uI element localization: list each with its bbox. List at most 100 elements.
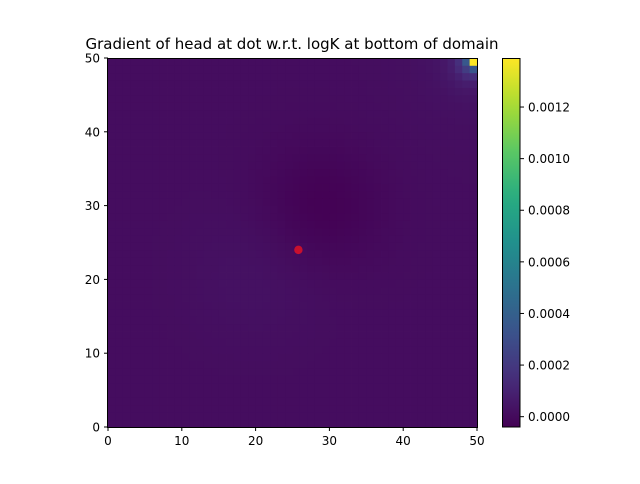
heatmap-cell xyxy=(277,308,286,317)
heatmap-cell xyxy=(314,345,323,354)
heatmap-cell xyxy=(373,80,382,88)
heatmap-cell xyxy=(395,316,404,325)
heatmap-cell xyxy=(122,360,131,369)
heatmap-cell xyxy=(196,345,205,354)
heatmap-cell xyxy=(137,183,146,192)
heatmap-cell xyxy=(358,87,367,96)
heatmap-cell xyxy=(262,345,271,354)
heatmap-cell xyxy=(410,227,419,236)
heatmap-cell xyxy=(181,205,190,214)
heatmap-cell xyxy=(137,131,146,140)
heatmap-cell xyxy=(174,139,183,147)
heatmap-cell xyxy=(218,367,227,376)
heatmap-cell xyxy=(248,198,256,206)
heatmap-cell xyxy=(130,94,138,103)
heatmap-cell xyxy=(226,294,234,302)
heatmap-cell xyxy=(322,139,330,147)
heatmap-cell xyxy=(167,87,175,96)
heatmap-cell xyxy=(159,345,168,354)
heatmap-cell xyxy=(358,102,367,111)
heatmap-cell xyxy=(322,308,330,317)
heatmap-cell xyxy=(277,212,286,221)
heatmap-cell xyxy=(218,190,227,199)
heatmap-cell xyxy=(122,301,131,310)
heatmap-cell xyxy=(240,360,249,369)
heatmap-cell xyxy=(226,72,234,81)
heatmap-cell xyxy=(152,404,161,413)
heatmap-cell xyxy=(469,109,478,118)
heatmap-cell xyxy=(307,153,316,162)
heatmap-cell xyxy=(469,227,478,236)
heatmap-cell xyxy=(314,220,323,229)
heatmap-cell xyxy=(440,80,448,88)
heatmap-cell xyxy=(454,161,463,170)
heatmap-cell xyxy=(270,390,279,398)
heatmap-cell xyxy=(454,419,463,428)
heatmap-cell xyxy=(425,419,434,428)
heatmap-cell xyxy=(122,146,131,155)
heatmap-cell xyxy=(240,72,249,81)
heatmap-cell xyxy=(262,80,271,88)
heatmap-cell xyxy=(314,338,323,347)
heatmap-cell xyxy=(440,168,448,177)
heatmap-cell xyxy=(196,87,205,96)
heatmap-cell xyxy=(122,190,131,199)
heatmap-cell xyxy=(218,205,227,214)
heatmap-cell xyxy=(454,316,463,325)
heatmap-cell xyxy=(381,272,389,280)
heatmap-cell xyxy=(358,198,367,206)
x-tick-label: 0 xyxy=(104,434,112,448)
heatmap-cell xyxy=(462,404,471,413)
heatmap-cell xyxy=(189,109,197,118)
heatmap-cell xyxy=(174,168,183,177)
heatmap-cell xyxy=(462,382,471,391)
heatmap-cell xyxy=(277,65,286,74)
heatmap-cell xyxy=(167,80,175,88)
heatmap-cell xyxy=(314,375,323,384)
heatmap-cell xyxy=(388,316,397,325)
heatmap-cell xyxy=(462,375,471,384)
heatmap-cell xyxy=(336,220,345,229)
heatmap-cell xyxy=(240,124,249,133)
heatmap-cell xyxy=(240,412,249,421)
heatmap-cell xyxy=(292,94,301,103)
heatmap-cell xyxy=(373,279,382,288)
heatmap-cell xyxy=(122,331,131,339)
heatmap-cell xyxy=(122,161,131,170)
heatmap-cell xyxy=(248,72,256,81)
heatmap-cell xyxy=(130,183,138,192)
heatmap-cell xyxy=(122,375,131,384)
heatmap-cell xyxy=(152,205,161,214)
heatmap-cell xyxy=(425,80,434,88)
heatmap-cell xyxy=(115,331,124,339)
heatmap-cell xyxy=(403,382,411,391)
heatmap-cell xyxy=(366,235,375,243)
heatmap-cell xyxy=(336,161,345,170)
heatmap-cell xyxy=(233,382,242,391)
heatmap-cell xyxy=(469,235,478,243)
heatmap-cell xyxy=(203,161,212,170)
heatmap-cell xyxy=(336,294,345,302)
heatmap-cell xyxy=(159,190,168,199)
heatmap-cell xyxy=(314,183,323,192)
heatmap-cell xyxy=(218,301,227,310)
heatmap-cell xyxy=(189,331,197,339)
heatmap-cell xyxy=(262,109,271,118)
heatmap-cell xyxy=(403,264,411,273)
heatmap-cell xyxy=(218,198,227,206)
heatmap-cell xyxy=(403,102,411,111)
heatmap-cell xyxy=(366,227,375,236)
heatmap-cell xyxy=(211,80,220,88)
heatmap-cell xyxy=(336,331,345,339)
heatmap-cell xyxy=(329,87,338,96)
heatmap-cell xyxy=(167,176,175,184)
heatmap-cell xyxy=(218,94,227,103)
heatmap-cell xyxy=(144,58,153,66)
heatmap-cell xyxy=(152,139,161,147)
heatmap-cell xyxy=(144,102,153,111)
heatmap-cell xyxy=(108,161,116,170)
heatmap-cell xyxy=(322,176,330,184)
heatmap-cell xyxy=(285,242,293,251)
heatmap-cell xyxy=(226,80,234,88)
